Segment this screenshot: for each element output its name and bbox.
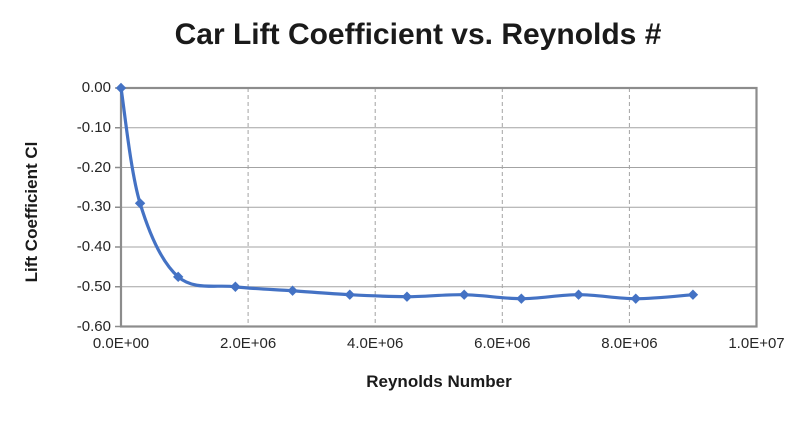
y-tick-label: 0.00 [81,79,111,96]
data-point-marker [230,281,241,292]
x-tick-label: 2.0E+06 [219,335,277,352]
data-point-marker [172,271,184,283]
data-point-marker [134,198,146,209]
y-axis-title: Lift Coefficient Cl [22,141,41,283]
data-point-marker [344,289,355,300]
data-point-marker [630,293,641,304]
data-point-marker [516,293,527,304]
data-point-marker [115,82,127,94]
y-tick-label: -0.60 [76,317,111,335]
data-line [119,86,695,301]
plot-border [119,86,758,328]
data-point-marker [458,289,470,300]
y-tick-label: -0.40 [76,238,111,255]
x-tick-label: 4.0E+06 [347,335,404,352]
x-tick-label: 0.0E+00 [92,335,150,352]
y-tick-label: -0.50 [76,277,111,295]
data-point-marker [687,289,699,300]
data-point-marker [573,289,584,300]
x-tick-label: 6.0E+06 [474,335,531,352]
data-point-marker [287,285,298,296]
data-point-marker [401,291,413,302]
y-tick-label: -0.30 [76,198,111,216]
y-tick-label: -0.20 [76,158,111,176]
x-tick-label: 8.0E+06 [601,335,658,352]
y-tick-label: -0.10 [76,118,111,136]
chart-title: Car Lift Coefficient vs. Reynolds # [174,18,662,51]
x-axis-title: Reynolds Number [366,372,512,391]
x-tick-label: 1.0E+07 [728,335,785,352]
